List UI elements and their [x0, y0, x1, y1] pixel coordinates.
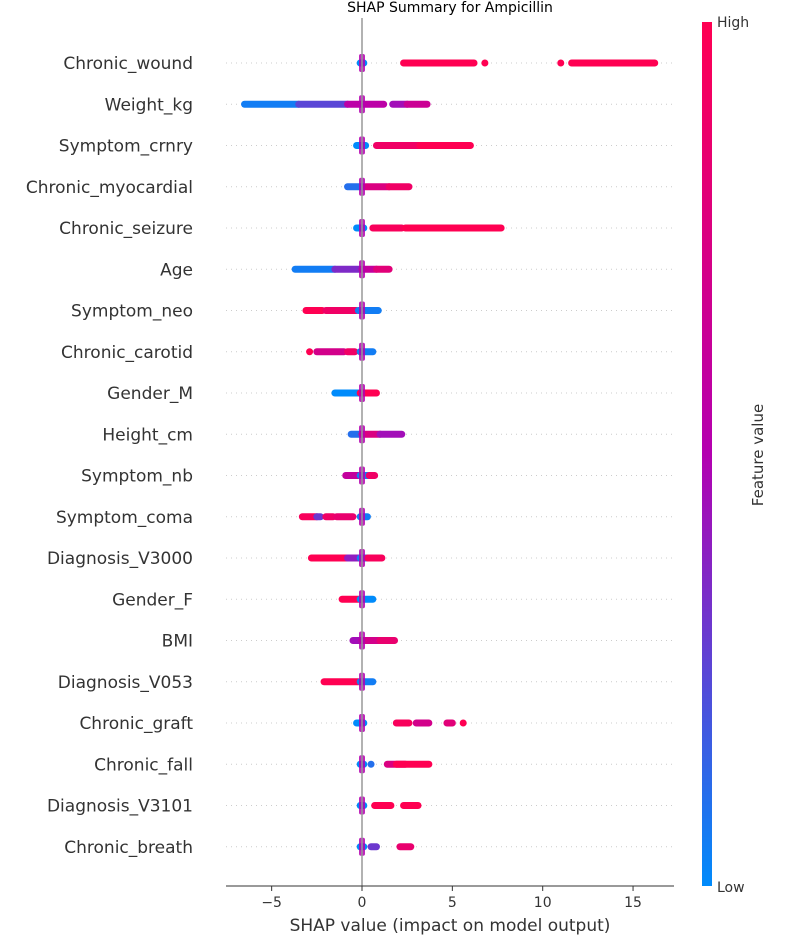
x-tick-label: 15: [624, 895, 642, 911]
feature-row-chronic-graft: Chronic_graft: [79, 714, 674, 734]
feature-row-chronic-breath: Chronic_breath: [64, 838, 674, 858]
feature-label-chronic-breath: Chronic_breath: [64, 838, 193, 858]
feature-row-diagnosis-v3101: Diagnosis_V3101: [47, 797, 674, 817]
feature-label-diagnosis-v3000: Diagnosis_V3000: [47, 549, 193, 569]
x-axis-label: SHAP value (impact on model output): [290, 916, 611, 936]
x-axis-ticks: −5 0 5 10 15: [261, 886, 642, 911]
feature-label-gender-m: Gender_M: [107, 384, 193, 404]
feature-label-chronic-seizure: Chronic_seizure: [59, 219, 193, 239]
colorbar-title: Feature value: [749, 404, 767, 506]
feature-row-chronic-fall: Chronic_fall: [94, 755, 674, 775]
feature-rows: Chronic_wound Weight_kg Symptom_crnry Chron…: [26, 54, 674, 858]
x-tick-label: −5: [261, 895, 282, 911]
feature-row-symptom-neo: Symptom_neo: [71, 302, 674, 322]
feature-row-diagnosis-v3000: Diagnosis_V3000: [47, 549, 674, 569]
feature-row-age: Age: [160, 260, 674, 280]
feature-label-symptom-crnry: Symptom_crnry: [59, 137, 193, 157]
feature-label-symptom-nb: Symptom_nb: [81, 467, 193, 487]
feature-label-age: Age: [160, 260, 193, 280]
feature-row-bmi: BMI: [162, 632, 674, 652]
feature-row-chronic-myocardial: Chronic_myocardial: [26, 178, 674, 198]
x-tick-label: 10: [534, 895, 552, 911]
feature-label-diagnosis-v3101: Diagnosis_V3101: [47, 797, 193, 817]
colorbar: [702, 22, 712, 886]
feature-label-weight-kg: Weight_kg: [105, 95, 193, 115]
feature-row-symptom-nb: Symptom_nb: [81, 467, 674, 487]
feature-row-gender-f: Gender_F: [112, 590, 674, 610]
feature-row-symptom-coma: Symptom_coma: [56, 508, 674, 528]
chart-title: SHAP Summary for Ampicillin: [347, 0, 553, 16]
feature-label-bmi: BMI: [162, 632, 193, 652]
feature-row-diagnosis-v053: Diagnosis_V053: [58, 673, 674, 693]
feature-row-chronic-seizure: Chronic_seizure: [59, 219, 674, 239]
feature-row-weight-kg: Weight_kg: [105, 95, 674, 115]
feature-label-height-cm: Height_cm: [102, 425, 193, 445]
colorbar-high-label: High: [717, 15, 749, 31]
feature-row-height-cm: Height_cm: [102, 425, 674, 445]
feature-label-chronic-wound: Chronic_wound: [63, 54, 193, 74]
feature-label-chronic-graft: Chronic_graft: [79, 714, 193, 734]
x-tick-label: 0: [358, 895, 367, 911]
feature-label-symptom-coma: Symptom_coma: [56, 508, 193, 528]
feature-label-chronic-fall: Chronic_fall: [94, 755, 193, 775]
x-tick-label: 5: [448, 895, 457, 911]
feature-label-chronic-carotid: Chronic_carotid: [61, 343, 193, 363]
feature-label-diagnosis-v053: Diagnosis_V053: [58, 673, 193, 693]
feature-label-gender-f: Gender_F: [112, 590, 193, 610]
colorbar-low-label: Low: [717, 880, 745, 896]
feature-row-chronic-wound: Chronic_wound: [63, 54, 674, 74]
feature-label-symptom-neo: Symptom_neo: [71, 302, 193, 322]
feature-label-chronic-myocardial: Chronic_myocardial: [26, 178, 193, 198]
feature-row-symptom-crnry: Symptom_crnry: [59, 137, 674, 157]
feature-row-gender-m: Gender_M: [107, 384, 674, 404]
feature-row-chronic-carotid: Chronic_carotid: [61, 343, 674, 363]
